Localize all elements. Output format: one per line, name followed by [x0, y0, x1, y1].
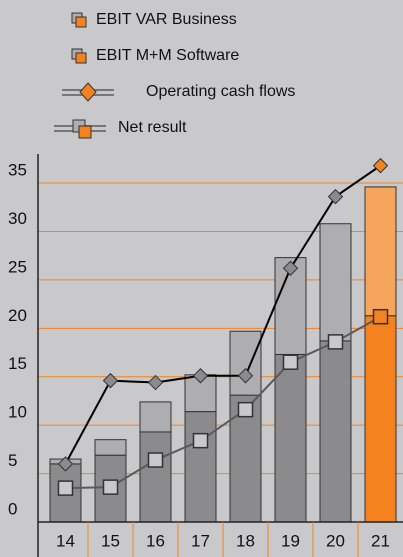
y-tick-label: 15 [8, 354, 27, 373]
marker [102, 479, 119, 495]
bar [139, 401, 172, 433]
bar [274, 353, 307, 523]
marker [102, 372, 119, 389]
x-tick-label: 18 [236, 531, 255, 550]
legend-label: EBIT VAR Business [96, 11, 237, 28]
marker [147, 452, 164, 468]
line [64, 164, 382, 465]
marker [282, 354, 299, 370]
legend-marker [79, 82, 97, 102]
marker [57, 456, 74, 472]
bar [184, 411, 217, 523]
x-tick-label: 14 [56, 531, 75, 550]
legend-swatch [75, 16, 87, 28]
marker [192, 432, 209, 449]
marker [372, 308, 389, 325]
legend-label: Net result [118, 119, 187, 136]
x-tick-label: 21 [371, 531, 390, 550]
y-tick-label: 25 [8, 257, 27, 276]
marker [282, 260, 299, 276]
legend-marker [78, 125, 92, 139]
y-tick-label: 10 [8, 403, 27, 422]
bar [364, 186, 397, 317]
legend-swatch [75, 52, 87, 64]
y-tick-label: 35 [8, 161, 27, 180]
bar [94, 439, 127, 456]
bar [229, 330, 262, 396]
marker [57, 480, 74, 496]
x-tick-label: 16 [146, 531, 165, 550]
marker [327, 188, 344, 205]
x-tick-label: 17 [191, 531, 210, 550]
marker [237, 368, 254, 384]
x-tick-label: 19 [281, 531, 300, 550]
bar [319, 223, 352, 342]
x-tick-label: 20 [326, 531, 345, 550]
y-tick-label: 5 [8, 451, 17, 470]
bar [139, 431, 172, 523]
marker [147, 374, 164, 391]
legend-label: Operating cash flows [146, 83, 295, 100]
y-tick-label: 30 [8, 209, 27, 228]
bar [184, 374, 217, 413]
x-tick-label: 15 [101, 531, 120, 550]
marker [237, 401, 254, 418]
marker [372, 157, 389, 174]
marker [327, 334, 344, 350]
bar [364, 315, 397, 523]
bar [319, 340, 352, 523]
y-tick-label: 0 [8, 499, 17, 518]
marker [192, 368, 209, 384]
y-tick-label: 20 [8, 306, 27, 325]
legend-label: EBIT M+M Software [96, 47, 239, 64]
